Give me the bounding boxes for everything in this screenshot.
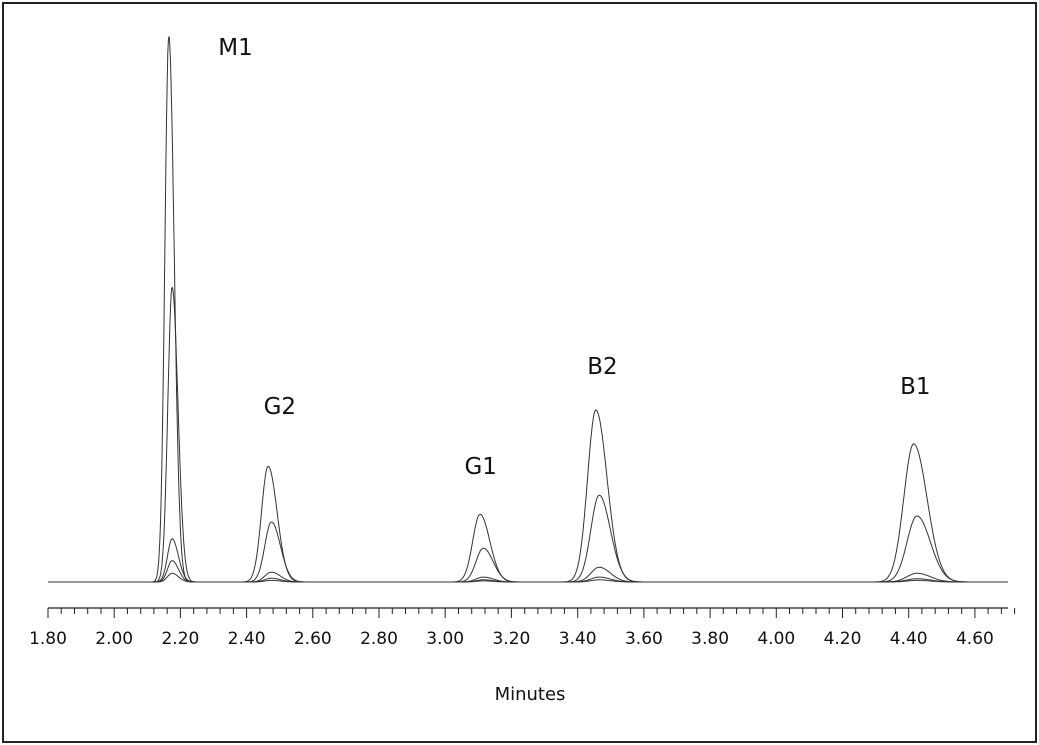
x-tick-label: 4.00 bbox=[757, 629, 795, 649]
x-tick-label: 3.00 bbox=[426, 629, 464, 649]
x-tick-label: 2.60 bbox=[294, 629, 332, 649]
peak-label-g1: G1 bbox=[464, 454, 496, 480]
peak-labels-group: M1 G2 G1 B2 B1 bbox=[218, 35, 930, 480]
x-tick-label: 1.80 bbox=[29, 629, 67, 649]
series-line-3 bbox=[48, 538, 1008, 583]
x-tick-label: 2.00 bbox=[95, 629, 133, 649]
x-tick-label: 3.20 bbox=[492, 629, 530, 649]
series-line-5 bbox=[48, 572, 1008, 583]
peak-label-b2: B2 bbox=[587, 354, 617, 380]
x-tick-label: 2.40 bbox=[228, 629, 266, 649]
peak-label-g2: G2 bbox=[264, 394, 296, 420]
x-tick-label: 2.20 bbox=[161, 629, 199, 649]
x-axis-ticks bbox=[47, 608, 1016, 618]
x-axis: 1.80 2.00 2.20 2.40 2.60 2.80 3.00 3.20 3.40 3.60… bbox=[29, 607, 1016, 649]
x-axis-title: Minutes bbox=[495, 684, 566, 705]
series-line-4 bbox=[48, 560, 1008, 583]
traces-group bbox=[48, 35, 1008, 583]
peak-label-b1: B1 bbox=[900, 374, 930, 400]
x-tick-label: 4.20 bbox=[824, 629, 862, 649]
series-line-2 bbox=[48, 286, 1008, 583]
x-tick-label: 3.40 bbox=[559, 629, 597, 649]
x-tick-label: 4.40 bbox=[890, 629, 928, 649]
series-line-1 bbox=[48, 35, 1008, 583]
x-tick-label: 4.60 bbox=[956, 629, 994, 649]
x-tick-label: 3.80 bbox=[691, 629, 729, 649]
x-tick-label: 2.80 bbox=[360, 629, 398, 649]
peak-label-m1: M1 bbox=[218, 35, 252, 61]
x-tick-label: 3.60 bbox=[625, 629, 663, 649]
x-axis-tick-labels: 1.80 2.00 2.20 2.40 2.60 2.80 3.00 3.20 3.40 3.60… bbox=[29, 629, 994, 649]
